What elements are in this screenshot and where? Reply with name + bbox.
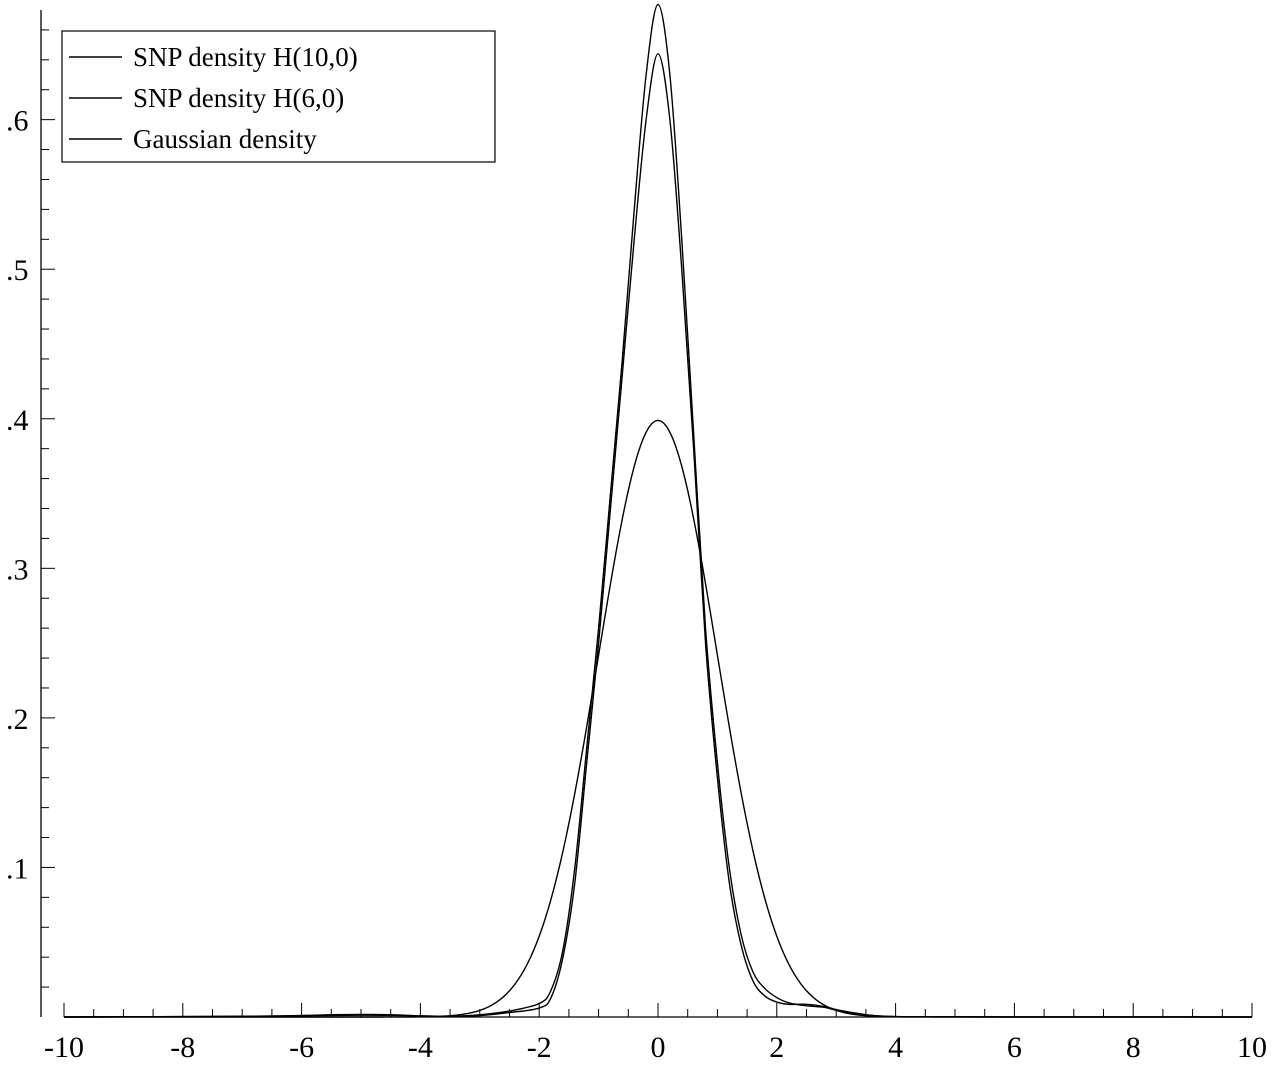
x-tick-label: 6 [1007, 1031, 1022, 1064]
legend-label: Gaussian density [133, 124, 317, 154]
x-tick-label: 8 [1126, 1031, 1141, 1064]
x-tick-label: 0 [651, 1031, 666, 1064]
series-line-2 [63, 53, 1253, 1018]
x-tick-label: -4 [408, 1031, 433, 1064]
legend-label: SNP density H(10,0) [133, 42, 358, 72]
series-line-3 [64, 419, 1252, 1018]
x-tick-label: -2 [527, 1031, 552, 1064]
y-tick-label: .1 [6, 852, 29, 885]
x-tick-label: -6 [289, 1031, 314, 1064]
y-tick-label: .3 [6, 553, 29, 586]
x-tick-label: 10 [1237, 1031, 1267, 1064]
x-tick-label: -10 [44, 1031, 84, 1064]
y-tick-label: .2 [6, 703, 29, 736]
x-tick-label: -8 [170, 1031, 195, 1064]
legend-box [61, 30, 496, 163]
y-tick-label: .6 [6, 105, 29, 138]
x-tick-label: 2 [769, 1031, 784, 1064]
legend: SNP density H(10,0) SNP density H(6,0) Gau… [61, 30, 496, 163]
x-tick-label: 4 [888, 1031, 903, 1064]
axes: -10 -8 -6 -4 -2 0 2 4 6 8 10 .1 .2 .3 .4 .5 .6 [6, 10, 1267, 1064]
y-tick-label: .4 [6, 404, 29, 437]
y-tick-label: .5 [6, 254, 29, 287]
legend-label: SNP density H(6,0) [133, 83, 344, 113]
